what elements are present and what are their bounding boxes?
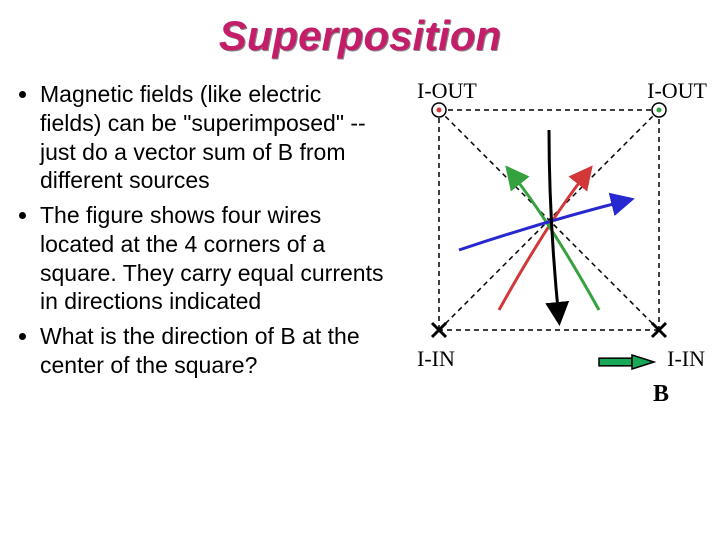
bullet-item: Magnetic fields (like electric fields) c… — [40, 80, 388, 195]
bullet-item: The figure shows four wires located at t… — [40, 201, 388, 316]
figure-panel: I-OUT I-OUT I-IN I-IN B — [388, 80, 710, 530]
label-top-left: I-OUT — [417, 78, 477, 104]
diagram: I-OUT I-OUT I-IN I-IN B — [399, 80, 699, 380]
label-bot-right: I-IN — [667, 346, 705, 372]
bullet-item: What is the direction of B at the center… — [40, 322, 388, 380]
bullet-list: Magnetic fields (like electric fields) c… — [10, 80, 388, 530]
label-bot-left: I-IN — [417, 346, 455, 372]
page-title: Superposition — [0, 0, 720, 60]
diagram-svg — [399, 80, 699, 380]
content-area: Magnetic fields (like electric fields) c… — [0, 60, 720, 530]
b-label: B — [653, 381, 669, 408]
label-top-right: I-OUT — [647, 78, 707, 104]
